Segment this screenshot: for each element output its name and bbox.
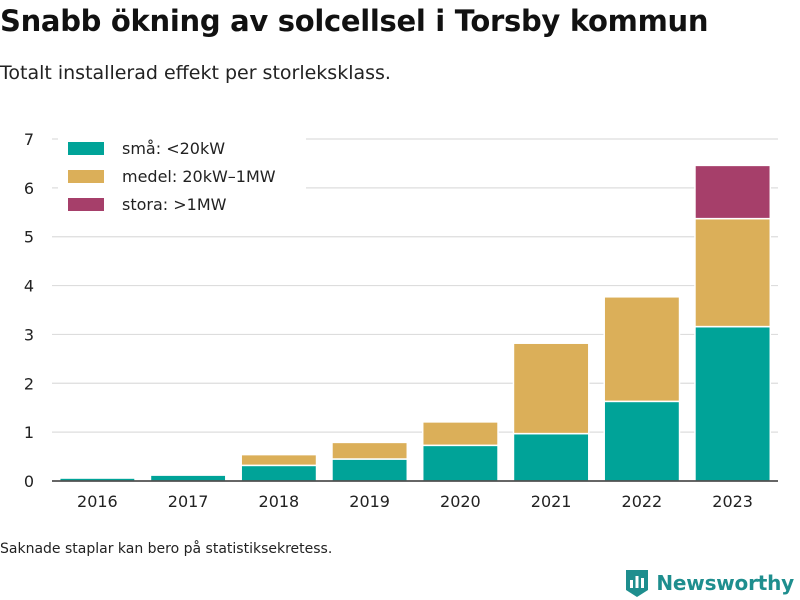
legend-item-medel: medel: 20kW–1MW bbox=[68, 162, 296, 190]
y-tick-label: 1 bbox=[24, 423, 34, 442]
chart-subtitle: Totalt installerad effekt per storlekskl… bbox=[0, 62, 391, 84]
bar-2020-sma[interactable] bbox=[421, 444, 499, 482]
y-tick-label: 4 bbox=[24, 277, 34, 296]
legend-label-stora: stora: >1MW bbox=[122, 194, 227, 214]
bar-2023-medel[interactable] bbox=[694, 217, 772, 328]
legend: små: <20kW medel: 20kW–1MW stora: >1MW bbox=[58, 128, 306, 224]
x-tick-label: 2023 bbox=[712, 492, 753, 511]
x-tick-label: 2020 bbox=[440, 492, 481, 511]
bar-2020-medel[interactable] bbox=[421, 421, 499, 447]
y-tick-label: 2 bbox=[24, 374, 34, 393]
stacked-bar-chart: 0 1 2 3 4 5 6 7 2016 2017 2018 2019 2020 2021 2022 2023 bbox=[24, 130, 778, 511]
chart-title: Snabb ökning av solcellsel i Torsby komm… bbox=[0, 4, 709, 38]
bar-2022-medel[interactable] bbox=[603, 296, 681, 403]
bar-2022-sma[interactable] bbox=[603, 400, 681, 482]
x-tick-label: 2021 bbox=[531, 492, 572, 511]
legend-item-stora: stora: >1MW bbox=[68, 190, 296, 218]
bar-2019-sma[interactable] bbox=[331, 458, 409, 482]
bar-2018-medel[interactable] bbox=[240, 453, 318, 467]
x-tick-label: 2016 bbox=[77, 492, 118, 511]
axes: 0 1 2 3 4 5 6 7 2016 2017 2018 2019 2020 2021 2022 2023 bbox=[24, 130, 778, 511]
legend-swatch-medel bbox=[68, 169, 104, 183]
y-tick-label: 7 bbox=[24, 130, 34, 149]
brand-name: Newsworthy bbox=[656, 571, 794, 595]
y-tick-label: 5 bbox=[24, 228, 34, 247]
legend-label-medel: medel: 20kW–1MW bbox=[122, 166, 276, 186]
bar-2018-sma[interactable] bbox=[240, 464, 318, 482]
newsworthy-logo[interactable]: Newsworthy bbox=[624, 568, 794, 598]
bar-2023-sma[interactable] bbox=[694, 325, 772, 482]
bar-2021-sma[interactable] bbox=[512, 432, 590, 482]
bar-2017-sma[interactable] bbox=[149, 474, 227, 482]
y-tick-label: 0 bbox=[24, 472, 34, 491]
bar-2021-medel[interactable] bbox=[512, 342, 590, 435]
bar-2023-stora[interactable] bbox=[694, 164, 772, 220]
x-tick-label: 2018 bbox=[259, 492, 300, 511]
newsworthy-logo-icon bbox=[626, 570, 649, 597]
y-tick-label: 6 bbox=[24, 179, 34, 198]
legend-swatch-sma bbox=[68, 141, 104, 155]
x-tick-label: 2022 bbox=[622, 492, 663, 511]
legend-label-sma: små: <20kW bbox=[122, 138, 226, 158]
x-tick-label: 2017 bbox=[168, 492, 209, 511]
bars bbox=[58, 164, 772, 482]
legend-item-sma: små: <20kW bbox=[68, 134, 296, 162]
legend-swatch-stora bbox=[68, 197, 104, 211]
footnote: Saknade staplar kan bero på statistiksek… bbox=[0, 541, 333, 557]
bar-2019-medel[interactable] bbox=[331, 441, 409, 460]
x-tick-label: 2019 bbox=[349, 492, 390, 511]
y-tick-label: 3 bbox=[24, 325, 34, 344]
